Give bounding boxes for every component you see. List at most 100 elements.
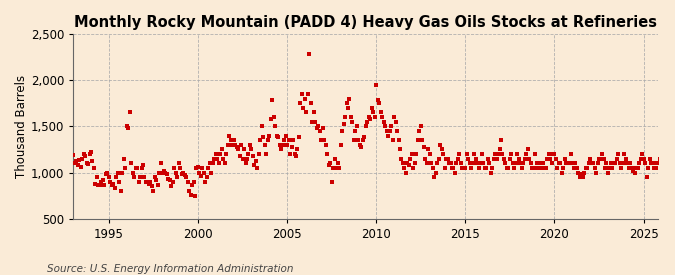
Point xyxy=(583,161,594,166)
Point xyxy=(504,156,515,161)
Point xyxy=(118,156,129,161)
Point xyxy=(179,173,190,177)
Point xyxy=(454,152,465,156)
Point xyxy=(495,138,506,142)
Point xyxy=(338,122,349,127)
Point xyxy=(78,152,89,156)
Point xyxy=(622,161,632,166)
Text: Source: U.S. Energy Information Administration: Source: U.S. Energy Information Administ… xyxy=(47,264,294,274)
Point xyxy=(628,169,639,173)
Point xyxy=(445,161,456,166)
Point xyxy=(488,156,499,161)
Point xyxy=(441,156,452,161)
Point xyxy=(333,166,344,170)
Point xyxy=(277,143,288,147)
Point xyxy=(469,152,480,156)
Point xyxy=(524,156,535,161)
Point xyxy=(411,152,422,156)
Point xyxy=(267,98,277,103)
Point xyxy=(443,161,454,166)
Y-axis label: Thousand Barrels: Thousand Barrels xyxy=(15,75,28,178)
Point xyxy=(516,166,527,170)
Point xyxy=(536,161,547,166)
Point xyxy=(603,170,614,175)
Point xyxy=(298,106,309,110)
Point xyxy=(205,161,215,166)
Point xyxy=(130,166,141,170)
Point xyxy=(519,156,530,161)
Point xyxy=(215,152,225,156)
Point xyxy=(521,152,532,156)
Point xyxy=(302,92,313,96)
Point xyxy=(140,180,151,184)
Point xyxy=(473,166,484,170)
Point xyxy=(92,175,103,179)
Point xyxy=(115,189,126,193)
Point xyxy=(537,161,548,166)
Point xyxy=(223,133,234,138)
Point xyxy=(191,166,202,170)
Point xyxy=(301,110,312,115)
Point xyxy=(243,152,254,156)
Point xyxy=(534,166,545,170)
Point xyxy=(264,133,275,138)
Point xyxy=(625,161,636,166)
Point xyxy=(101,172,111,177)
Point xyxy=(258,135,269,140)
Point xyxy=(588,161,599,166)
Point xyxy=(196,174,207,178)
Point xyxy=(90,182,101,186)
Point xyxy=(568,166,579,170)
Point xyxy=(246,147,257,152)
Point xyxy=(601,161,612,166)
Title: Monthly Rocky Mountain (PADD 4) Heavy Gas Oils Stocks at Refineries: Monthly Rocky Mountain (PADD 4) Heavy Ga… xyxy=(74,15,657,30)
Point xyxy=(288,138,298,142)
Point xyxy=(646,161,657,166)
Point xyxy=(326,180,337,184)
Point xyxy=(109,186,120,190)
Point xyxy=(157,170,167,175)
Point xyxy=(182,180,193,184)
Point xyxy=(252,166,263,170)
Point xyxy=(582,166,593,170)
Point xyxy=(415,124,426,128)
Point xyxy=(359,135,370,140)
Point xyxy=(145,180,156,184)
Point xyxy=(481,166,491,170)
Point xyxy=(632,166,643,170)
Point xyxy=(657,161,668,166)
Point xyxy=(311,126,322,130)
Point xyxy=(166,184,177,189)
Point xyxy=(356,144,367,149)
Point xyxy=(71,159,82,164)
Point xyxy=(319,138,329,142)
Point xyxy=(323,163,334,167)
Point xyxy=(450,170,460,175)
Point xyxy=(127,170,138,175)
Point xyxy=(640,161,651,166)
Point xyxy=(250,159,261,164)
Point xyxy=(383,133,394,138)
Point xyxy=(605,161,616,166)
Point xyxy=(371,82,381,87)
Point xyxy=(447,166,458,170)
Point xyxy=(414,129,425,133)
Point xyxy=(567,161,578,166)
Point xyxy=(591,170,601,175)
Point xyxy=(307,120,318,124)
Point xyxy=(285,152,296,156)
Point xyxy=(346,115,356,119)
Point xyxy=(607,166,618,170)
Point xyxy=(119,166,130,170)
Point xyxy=(209,156,219,161)
Point xyxy=(589,166,600,170)
Point xyxy=(655,156,666,161)
Point xyxy=(378,120,389,124)
Point xyxy=(558,166,569,170)
Point xyxy=(188,180,199,184)
Point xyxy=(273,135,284,140)
Point xyxy=(508,161,518,166)
Point xyxy=(103,175,114,179)
Point xyxy=(368,110,379,115)
Point xyxy=(451,161,462,166)
